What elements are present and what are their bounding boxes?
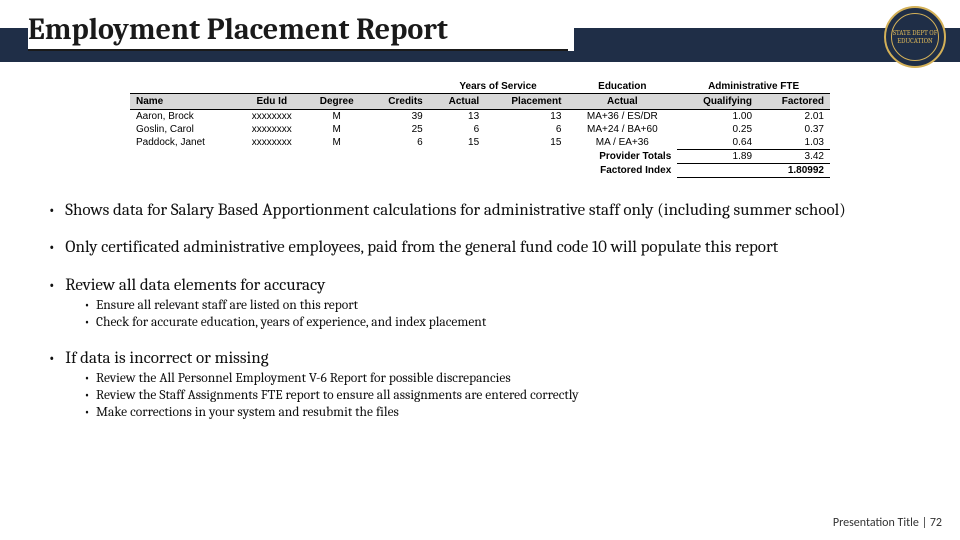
sub-bullet-text: Make corrections in your system and resu… [96, 405, 399, 420]
table-group-header-row: Years of Service Education Administrativ… [130, 80, 830, 94]
group-admin-fte: Administrative FTE [677, 80, 830, 94]
report-table-container: Years of Service Education Administrativ… [130, 80, 830, 178]
group-education: Education [567, 80, 677, 94]
cell-eduid: xxxxxxxx [237, 110, 306, 124]
table-body: Aaron, Brock xxxxxxxx M 39 13 13 MA+36 /… [130, 110, 830, 178]
cell-yos-actual: 15 [429, 136, 485, 150]
sub-bullet-text: Review the All Personnel Employment V-6 … [96, 371, 511, 386]
cell-yos-place: 15 [485, 136, 567, 150]
sub-bullet-item: Make corrections in your system and resu… [84, 405, 880, 422]
state-seal-logo: STATE DEPT OF EDUCATION [884, 6, 946, 68]
cell-qualifying: 0.64 [677, 136, 758, 150]
factored-index-label: Factored Index [130, 164, 677, 178]
cell-yos-actual: 6 [429, 123, 485, 136]
col-yos-actual: Actual [429, 94, 485, 110]
bullet-text: Only certificated administrative employe… [65, 238, 778, 257]
cell-name: Goslin, Carol [130, 123, 237, 136]
cell-degree: M [306, 123, 367, 136]
bullet-item: If data is incorrect or missing Review t… [48, 348, 880, 422]
cell-credits: 39 [367, 110, 429, 124]
cell-eduid: xxxxxxxx [237, 136, 306, 150]
bullet-text: Shows data for Salary Based Apportionmen… [65, 201, 846, 220]
sub-bullet-text: Review the Staff Assignments FTE report … [96, 388, 579, 403]
bullet-item: Shows data for Salary Based Apportionmen… [48, 200, 880, 221]
footer-sep: | [919, 516, 930, 530]
cell-yos-place: 6 [485, 123, 567, 136]
footer-title: Presentation Title [833, 516, 919, 530]
cell-yos-actual: 13 [429, 110, 485, 124]
bullet-list: Shows data for Salary Based Apportionmen… [48, 200, 880, 437]
table-row: Aaron, Brock xxxxxxxx M 39 13 13 MA+36 /… [130, 110, 830, 124]
col-degree: Degree [306, 94, 367, 110]
col-credits: Credits [367, 94, 429, 110]
provider-totals-factored: 3.42 [758, 150, 830, 164]
col-factored: Factored [758, 94, 830, 110]
sub-bullet-item: Check for accurate education, years of e… [84, 315, 880, 332]
bullet-item: Only certificated administrative employe… [48, 237, 880, 258]
cell-qualifying: 0.25 [677, 123, 758, 136]
group-years-of-service: Years of Service [429, 80, 568, 94]
table-row: Paddock, Janet xxxxxxxx M 6 15 15 MA / E… [130, 136, 830, 150]
cell-name: Paddock, Janet [130, 136, 237, 150]
cell-name: Aaron, Brock [130, 110, 237, 124]
cell-factored: 0.37 [758, 123, 830, 136]
cell-qualifying: 1.00 [677, 110, 758, 124]
cell-edu-actual: MA+24 / BA+60 [567, 123, 677, 136]
cell-yos-place: 13 [485, 110, 567, 124]
cell-edu-actual: MA+36 / ES/DR [567, 110, 677, 124]
sub-bullet-text: Check for accurate education, years of e… [96, 315, 486, 330]
sub-bullet-list: Review the All Personnel Employment V-6 … [84, 371, 880, 422]
cell-factored: 2.01 [758, 110, 830, 124]
provider-totals-row: Provider Totals 1.89 3.42 [130, 150, 830, 164]
placement-table: Years of Service Education Administrativ… [130, 80, 830, 178]
cell-degree: M [306, 110, 367, 124]
cell-degree: M [306, 136, 367, 150]
page-title: Employment Placement Report [28, 8, 574, 51]
table-row: Goslin, Carol xxxxxxxx M 25 6 6 MA+24 / … [130, 123, 830, 136]
col-yos-place: Placement [485, 94, 567, 110]
cell-factored: 1.03 [758, 136, 830, 150]
bullet-item: Review all data elements for accuracy En… [48, 275, 880, 332]
sub-bullet-list: Ensure all relevant staff are listed on … [84, 298, 880, 332]
seal-icon: STATE DEPT OF EDUCATION [891, 13, 939, 61]
seal-label: STATE DEPT OF EDUCATION [892, 29, 938, 45]
col-edu-actual: Actual [567, 94, 677, 110]
cell-credits: 25 [367, 123, 429, 136]
factored-index-row: Factored Index 1.80992 [130, 164, 830, 178]
bullet-text: If data is incorrect or missing [65, 349, 268, 368]
table-header-row: Name Edu Id Degree Credits Actual Placem… [130, 94, 830, 110]
col-qualifying: Qualifying [677, 94, 758, 110]
sub-bullet-item: Review the Staff Assignments FTE report … [84, 388, 880, 405]
provider-totals-qualifying: 1.89 [677, 150, 758, 164]
cell-eduid: xxxxxxxx [237, 123, 306, 136]
footer: Presentation Title | 72 [833, 516, 942, 530]
provider-totals-label: Provider Totals [130, 150, 677, 164]
col-eduid: Edu Id [237, 94, 306, 110]
sub-bullet-item: Ensure all relevant staff are listed on … [84, 298, 880, 315]
factored-index-value: 1.80992 [677, 164, 830, 178]
cell-credits: 6 [367, 136, 429, 150]
col-name: Name [130, 94, 237, 110]
sub-bullet-item: Review the All Personnel Employment V-6 … [84, 371, 880, 388]
cell-edu-actual: MA / EA+36 [567, 136, 677, 150]
bullet-text: Review all data elements for accuracy [65, 276, 325, 295]
footer-page: 72 [930, 516, 942, 530]
sub-bullet-text: Ensure all relevant staff are listed on … [96, 298, 358, 313]
